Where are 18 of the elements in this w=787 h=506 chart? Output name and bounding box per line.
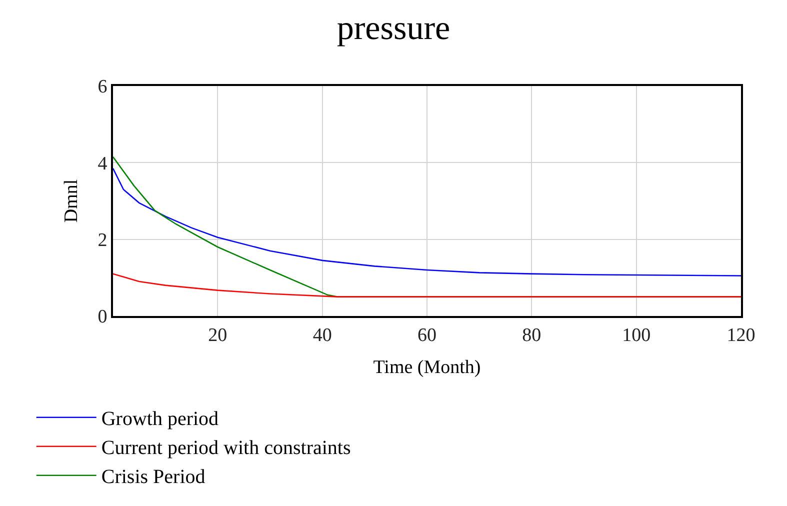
line-series <box>113 168 741 276</box>
y-tick-label: 2 <box>98 230 108 251</box>
legend-label: Growth period <box>101 408 219 430</box>
x-tick-label: 120 <box>726 324 756 346</box>
x-tick-label: 20 <box>208 324 228 346</box>
x-tick-label: 60 <box>418 324 436 346</box>
y-tick-label: 6 <box>98 76 108 98</box>
y-axis-title: Dmnl <box>61 179 82 223</box>
y-tick-label: 0 <box>98 306 108 328</box>
y-tick-label: 4 <box>98 153 108 174</box>
legend-label: Crisis Period <box>101 466 206 488</box>
x-tick-label: 100 <box>622 324 651 346</box>
legend-label: Current period with constraints <box>101 437 351 460</box>
line-series <box>113 273 741 298</box>
x-tick-label: 40 <box>312 324 332 346</box>
x-tick-label: 80 <box>522 324 542 346</box>
x-axis-title: Time (Month) <box>373 357 481 378</box>
chart-title: pressure <box>336 10 450 47</box>
